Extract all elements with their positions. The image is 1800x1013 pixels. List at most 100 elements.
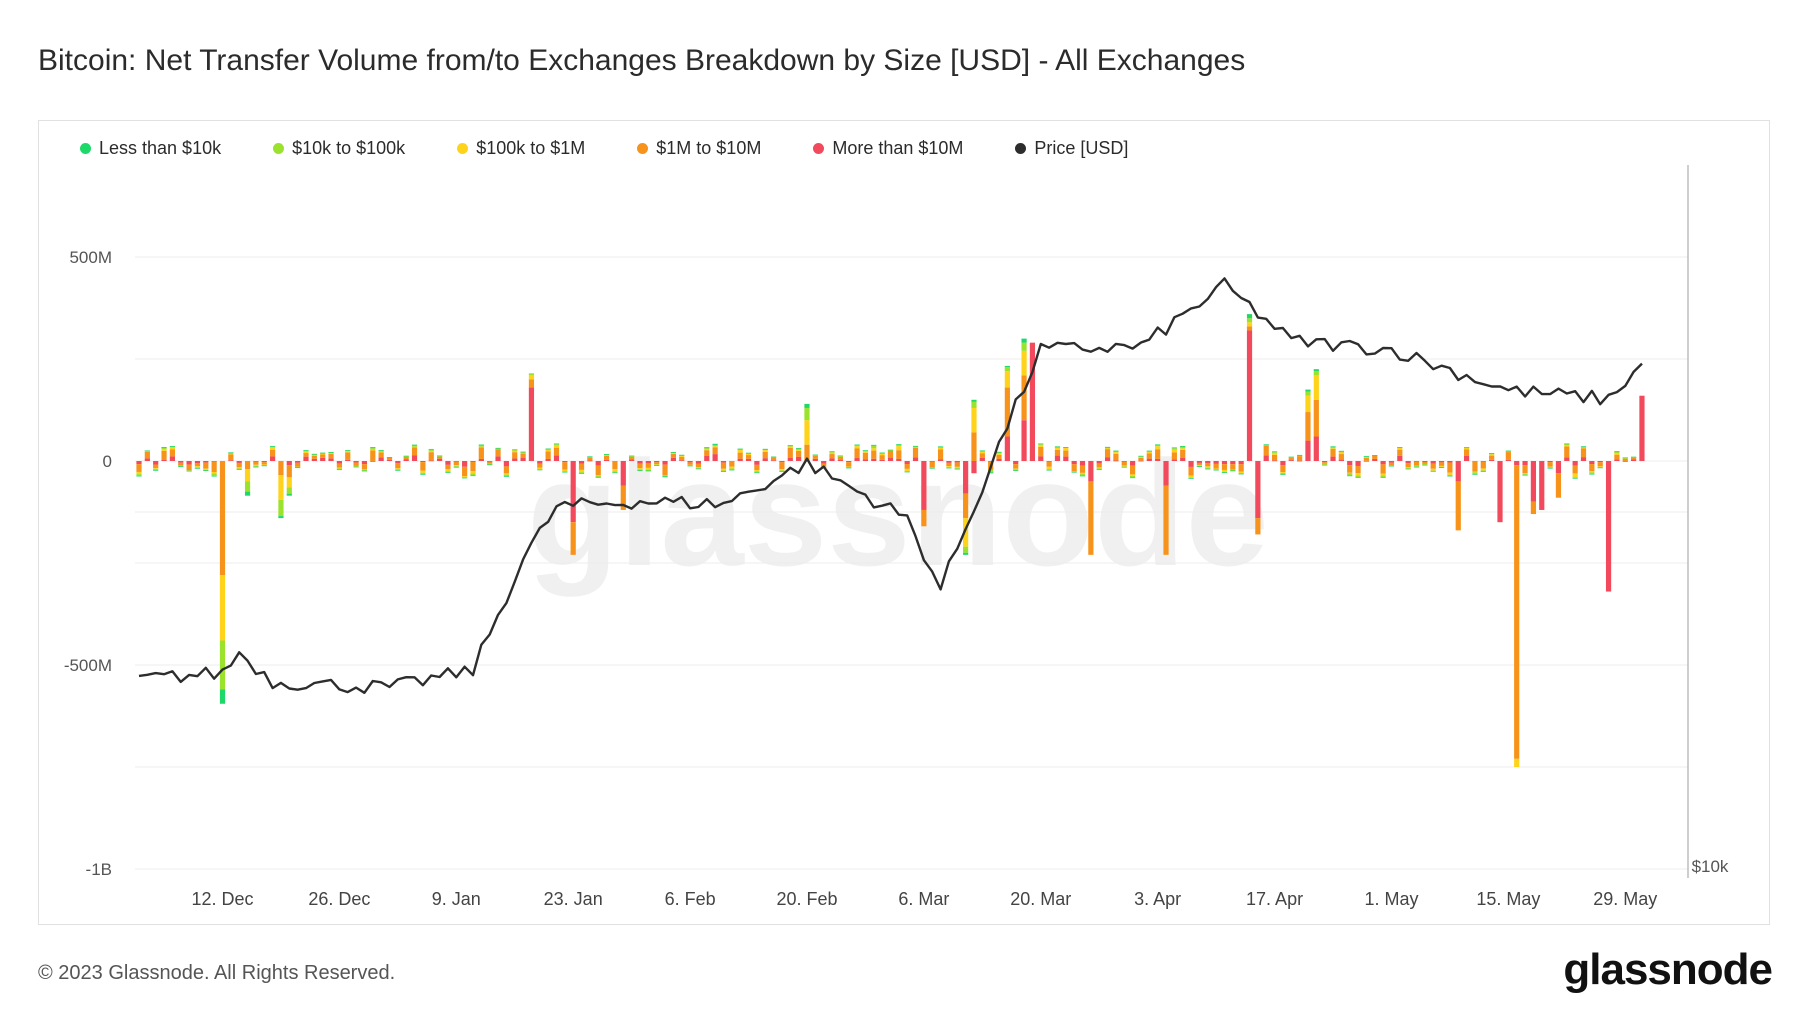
legend-item-price[interactable]: Price [USD] (1015, 138, 1128, 159)
legend-item-1m-to-10m[interactable]: $1M to $10M (637, 138, 761, 159)
bar-segment (1372, 455, 1378, 456)
bar-segment (754, 472, 760, 474)
x-tick-label: 17. Apr (1246, 889, 1303, 909)
bar-segment (345, 459, 351, 461)
bar-segment (487, 461, 493, 462)
bar-segment (328, 453, 334, 459)
bar-segment (779, 471, 785, 472)
bar-segment (1422, 464, 1428, 466)
bar-segment (595, 474, 601, 476)
bar-segment (520, 457, 526, 461)
bar-segment (629, 459, 635, 461)
bar-segment (1505, 451, 1511, 452)
bar-segment (587, 456, 593, 458)
bar-segment (770, 460, 777, 462)
bar-segment (1614, 459, 1620, 461)
bar-segment (370, 447, 376, 449)
legend-item-10k-to-100k[interactable]: $10k to $100k (273, 138, 405, 159)
bar-segment (695, 468, 702, 470)
bar-segment (1313, 436, 1319, 461)
bar-segment (904, 464, 910, 469)
bar-segment (478, 446, 484, 448)
bar-segment (203, 462, 209, 469)
bar-segment (1355, 461, 1361, 466)
bar-segment (578, 463, 585, 470)
bar-segment (453, 461, 459, 462)
bar-segment (528, 375, 535, 380)
bar-segment (1455, 481, 1461, 531)
bar-segment (963, 461, 969, 494)
bar-segment (1589, 461, 1595, 465)
bar-segment (478, 447, 484, 459)
bar-segment (1246, 314, 1253, 319)
bar-segment (996, 451, 1002, 453)
bar-segment (1196, 462, 1203, 465)
bar-segment (236, 462, 242, 468)
bar-segment (787, 445, 793, 447)
bar-segment (411, 444, 418, 446)
bar-segment (1388, 462, 1395, 466)
bar-segment (1505, 452, 1511, 460)
bar-segment (779, 462, 785, 470)
bar-segment (1188, 475, 1194, 478)
bar-segment (712, 443, 718, 445)
bar-segment (1205, 466, 1211, 468)
bar-segment (1597, 466, 1603, 468)
bar-segment (545, 449, 551, 452)
bar-segment (553, 447, 560, 456)
bar-segment (745, 453, 752, 454)
bar-segment (1489, 454, 1495, 456)
bar-segment (1146, 453, 1152, 459)
bar-segment (1246, 322, 1253, 327)
bar-segment (578, 472, 585, 473)
legend-item-more-than-10m[interactable]: More than $10M (813, 138, 963, 159)
bar-segment (378, 452, 384, 458)
bar-segment (436, 456, 443, 457)
bar-segment (687, 462, 693, 465)
bar-segment (1422, 463, 1428, 465)
bar-segment (854, 458, 860, 461)
bar-segment (161, 446, 167, 448)
bar-segment (837, 459, 843, 461)
bar-segment (1464, 447, 1470, 450)
bar-segment (228, 454, 234, 461)
bar-segment (244, 469, 251, 482)
bar-segment (261, 464, 267, 466)
bar-segment (495, 456, 501, 461)
bar-segment (1305, 395, 1311, 413)
bar-segment (1505, 450, 1511, 452)
bar-segment (295, 462, 301, 467)
bar-segment (854, 445, 860, 447)
bar-segment (261, 462, 267, 465)
bar-segment (1422, 461, 1428, 462)
bar-segment (1555, 461, 1562, 474)
bar-segment (1054, 447, 1061, 450)
bar-segment (929, 467, 935, 469)
bar-segment (1038, 443, 1044, 445)
bar-segment (1096, 461, 1102, 464)
bar-segment (879, 455, 885, 460)
bar-segment (228, 453, 234, 454)
bar-segment (1071, 471, 1077, 473)
bar-segment (603, 454, 610, 456)
bar-segment (1605, 461, 1612, 592)
legend-item-100k-to-1m[interactable]: $100k to $1M (457, 138, 585, 159)
legend-item-less-than-10k[interactable]: Less than $10k (80, 138, 221, 159)
bar-segment (478, 445, 484, 447)
bar-segment (453, 461, 459, 466)
bar-segment (896, 444, 902, 445)
bar-segment (1121, 461, 1127, 466)
bar-segment (1388, 465, 1395, 467)
bar-segment (1280, 472, 1286, 475)
bar-segment (1347, 472, 1353, 474)
bar-segment (971, 407, 977, 433)
bar-segment (1363, 457, 1370, 459)
bar-segment (420, 470, 426, 473)
bar-segment (1021, 350, 1027, 376)
bar-segment (762, 450, 768, 452)
bar-segment (1438, 461, 1445, 463)
bar-segment (269, 456, 276, 461)
bar-segment (228, 453, 234, 455)
bar-segment (1054, 455, 1061, 461)
legend-label: $10k to $100k (292, 138, 406, 158)
